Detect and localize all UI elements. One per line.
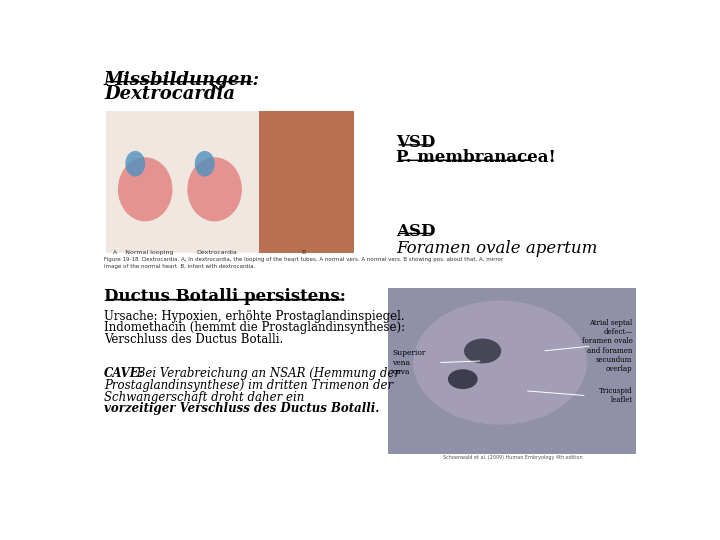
Text: Tricuspid
leaflet: Tricuspid leaflet	[599, 387, 632, 404]
Ellipse shape	[448, 369, 477, 389]
Ellipse shape	[187, 157, 242, 221]
Text: Verschluss des Ductus Botalli.: Verschluss des Ductus Botalli.	[104, 333, 283, 346]
Ellipse shape	[118, 157, 173, 221]
Text: ASD: ASD	[396, 222, 436, 240]
Text: Indomethacin (hemmt die Prostaglandinsynthese):: Indomethacin (hemmt die Prostaglandinsyn…	[104, 321, 405, 334]
Text: Superior
vena
cava: Superior vena cava	[392, 349, 426, 376]
Bar	[259, 111, 354, 253]
Text: Dextrocardia: Dextrocardia	[197, 249, 238, 254]
Text: B: B	[302, 249, 306, 254]
Text: Missbildungen:: Missbildungen:	[104, 71, 260, 89]
Text: Schoenwald et al. (2009) Human Embryology 4th edition: Schoenwald et al. (2009) Human Embryolog…	[443, 455, 582, 460]
Text: Ursache: Hypoxien, erhöhte Prostaglandinspiegel.: Ursache: Hypoxien, erhöhte Prostaglandin…	[104, 309, 405, 323]
Text: VSD: VSD	[396, 134, 436, 151]
Text: vorzeitiger Verschluss des Ductus Botalli.: vorzeitiger Verschluss des Ductus Botall…	[104, 402, 379, 415]
Text: Prostaglandinsynthese) im dritten Trimenon der: Prostaglandinsynthese) im dritten Trimen…	[104, 379, 393, 392]
Text: Figure 19-18. Dextrocardia. A, In dextrocardia, the looping of the heart tubes. : Figure 19-18. Dextrocardia. A, In dextro…	[104, 257, 503, 262]
Ellipse shape	[464, 339, 501, 363]
Text: Dextrocardia: Dextrocardia	[104, 85, 235, 103]
Text: A    Normal looping: A Normal looping	[112, 249, 173, 254]
Text: Foramen ovale apertum: Foramen ovale apertum	[396, 240, 598, 256]
Text: image of the normal heart. B, infant with dextrocardia.: image of the normal heart. B, infant wit…	[104, 264, 256, 269]
Bar	[388, 288, 636, 454]
Text: Bei Verabreichung an NSAR (Hemmung der: Bei Verabreichung an NSAR (Hemmung der	[133, 367, 400, 380]
Text: Atrial septal
defect—
foramen ovale
and foramen
secundum
overlap: Atrial septal defect— foramen ovale and …	[582, 319, 632, 373]
Text: Schwangerschaft droht daher ein: Schwangerschaft droht daher ein	[104, 390, 305, 403]
Text: CAVE:: CAVE:	[104, 367, 144, 380]
Bar	[106, 111, 259, 253]
Ellipse shape	[195, 151, 215, 177]
Ellipse shape	[125, 151, 145, 177]
Ellipse shape	[413, 301, 587, 424]
Text: Ductus Botalli persistens:: Ductus Botalli persistens:	[104, 288, 346, 305]
Text: P. membranacea!: P. membranacea!	[396, 150, 556, 166]
